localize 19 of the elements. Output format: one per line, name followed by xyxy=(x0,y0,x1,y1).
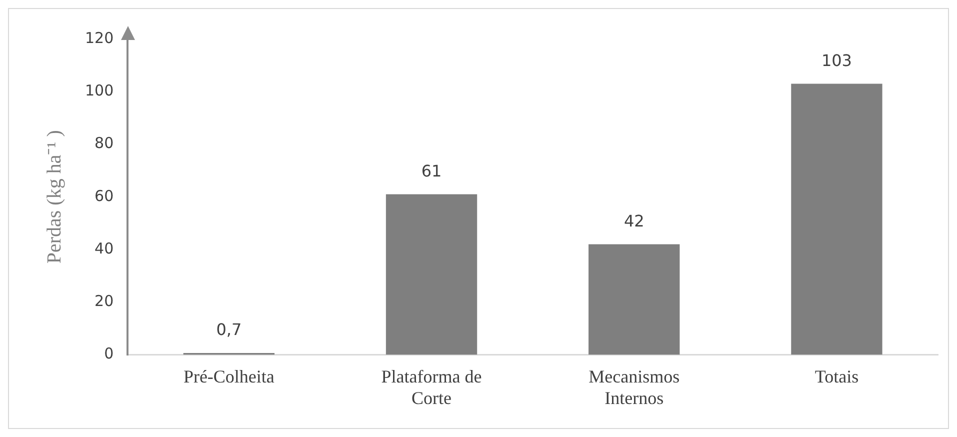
y-tick-label: 120 xyxy=(84,28,114,47)
y-tick-label: 80 xyxy=(94,134,114,152)
y-axis-title: Perdas (kg ha⁻¹ ) xyxy=(43,130,66,264)
x-tick-label: Plataforma de Corte xyxy=(381,366,482,408)
data-label: 103 xyxy=(821,50,852,70)
x-tick-label: Totais xyxy=(814,366,859,386)
x-tick-label: Pré-Colheita xyxy=(183,366,274,386)
y-tick-label: 20 xyxy=(94,292,114,310)
y-tick-label: 0 xyxy=(104,344,114,363)
bar xyxy=(386,194,478,355)
data-label: 61 xyxy=(421,161,442,180)
y-tick-label: 60 xyxy=(94,186,114,205)
x-tick-label: Mecanismos Internos xyxy=(588,366,680,408)
bar xyxy=(791,84,882,355)
data-label: 42 xyxy=(624,211,644,230)
y-tick-label: 100 xyxy=(84,82,114,100)
y-tick-label: 40 xyxy=(94,239,114,258)
bar xyxy=(588,244,680,355)
data-label: 0,7 xyxy=(216,320,242,340)
